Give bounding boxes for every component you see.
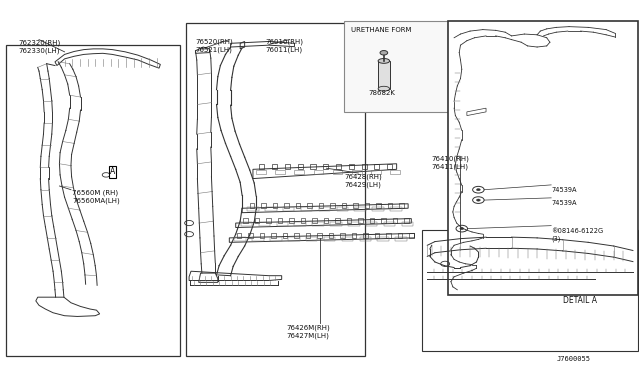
Bar bbox=[312, 222, 324, 226]
Bar bbox=[314, 170, 323, 174]
Bar bbox=[256, 170, 266, 174]
Text: 74539A: 74539A bbox=[551, 200, 577, 206]
Text: URETHANE FORM: URETHANE FORM bbox=[351, 27, 411, 33]
Text: 74539A: 74539A bbox=[551, 187, 577, 193]
Bar bbox=[355, 208, 366, 211]
Bar bbox=[422, 231, 638, 351]
Text: 76428(RH)
76429(LH): 76428(RH) 76429(LH) bbox=[344, 173, 382, 187]
Bar bbox=[371, 170, 381, 174]
Bar bbox=[283, 208, 294, 211]
Text: ®08146-6122G
(3): ®08146-6122G (3) bbox=[551, 228, 604, 241]
Bar bbox=[348, 222, 360, 226]
Bar bbox=[324, 237, 335, 241]
Bar bbox=[352, 170, 362, 174]
Bar bbox=[396, 237, 407, 241]
Bar bbox=[366, 222, 378, 226]
Ellipse shape bbox=[378, 86, 390, 91]
Bar bbox=[252, 237, 264, 241]
Bar bbox=[448, 21, 638, 295]
Bar bbox=[301, 208, 312, 211]
Bar bbox=[384, 222, 396, 226]
Circle shape bbox=[380, 51, 388, 55]
Bar bbox=[319, 208, 330, 211]
Bar bbox=[372, 208, 384, 211]
Bar bbox=[306, 237, 317, 241]
Bar bbox=[288, 237, 300, 241]
Text: J7600055: J7600055 bbox=[556, 356, 590, 362]
Text: 76426M(RH)
76427M(LH): 76426M(RH) 76427M(LH) bbox=[286, 325, 330, 340]
Bar bbox=[390, 208, 402, 211]
Text: A: A bbox=[110, 167, 115, 176]
Text: 762320(RH)
762330(LH): 762320(RH) 762330(LH) bbox=[19, 39, 61, 54]
Bar bbox=[270, 237, 282, 241]
Bar bbox=[337, 208, 348, 211]
Text: 78682K: 78682K bbox=[369, 90, 396, 96]
Bar bbox=[390, 170, 400, 174]
Circle shape bbox=[460, 228, 464, 230]
Bar bbox=[265, 208, 276, 211]
Bar bbox=[6, 45, 179, 356]
Circle shape bbox=[476, 189, 480, 191]
Text: 76520(RH)
76521(LH): 76520(RH) 76521(LH) bbox=[195, 38, 233, 53]
Text: 76410(RH)
76411(LH): 76410(RH) 76411(LH) bbox=[432, 155, 470, 170]
Bar bbox=[294, 222, 306, 226]
Bar bbox=[330, 222, 342, 226]
Bar bbox=[342, 237, 353, 241]
Text: DETAIL A: DETAIL A bbox=[563, 296, 596, 305]
Ellipse shape bbox=[378, 58, 390, 63]
Bar bbox=[275, 170, 285, 174]
Text: 76010(RH)
76011(LH): 76010(RH) 76011(LH) bbox=[266, 38, 304, 53]
Text: 76560M (RH)
76560MA(LH): 76560M (RH) 76560MA(LH) bbox=[72, 190, 120, 204]
Bar bbox=[241, 222, 252, 226]
Bar bbox=[402, 222, 413, 226]
Circle shape bbox=[476, 199, 480, 201]
Bar bbox=[186, 23, 365, 356]
Bar bbox=[259, 222, 270, 226]
Bar bbox=[247, 208, 259, 211]
Bar bbox=[344, 21, 448, 112]
Bar bbox=[360, 237, 371, 241]
Bar bbox=[378, 237, 389, 241]
Bar bbox=[294, 170, 304, 174]
Bar bbox=[378, 61, 390, 89]
Bar bbox=[276, 222, 288, 226]
Bar bbox=[333, 170, 342, 174]
Bar bbox=[234, 237, 246, 241]
